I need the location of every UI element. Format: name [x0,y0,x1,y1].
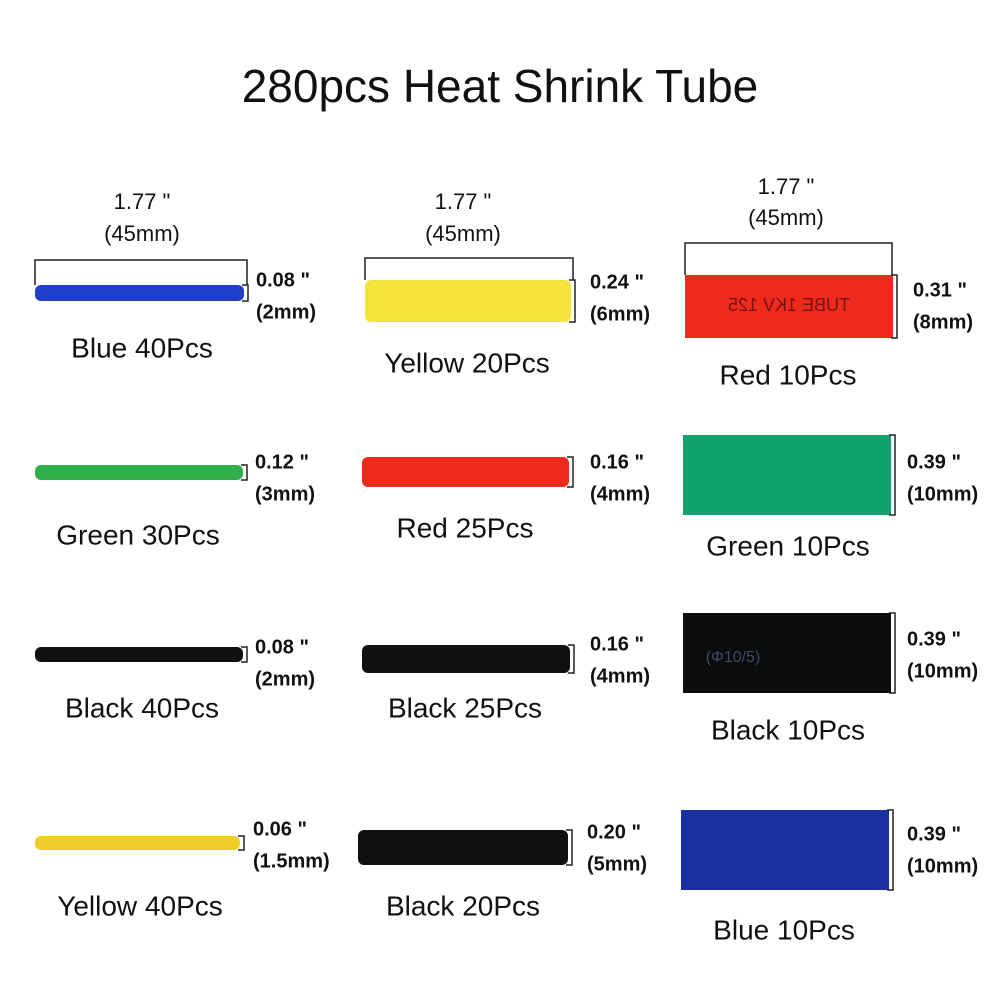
diameter-mm: (6mm) [590,303,650,325]
tube [365,280,571,322]
length-mm: (45mm) [104,221,180,246]
diameter-inch: 0.39 " [907,628,961,650]
diameter-mm: (1.5mm) [253,850,330,872]
item-name: Black 10Pcs [711,714,865,745]
length-inch: 1.77 " [435,189,492,214]
item-name: Black 20Pcs [386,890,540,921]
diameter-bracket [241,646,248,663]
diameter-mm: (2mm) [256,301,316,323]
length-inch: 1.77 " [758,174,815,199]
tube-print-group: TUBE 1KV 125 [728,295,850,315]
diameter-bracket [566,829,573,866]
item-name: Blue 40Pcs [71,332,213,363]
diameter-bracket [887,809,894,891]
tube-print: (Φ10/5) [706,649,761,666]
diameter-mm: (8mm) [913,311,973,333]
diameter-bracket [889,434,896,516]
tube [358,830,568,865]
length-bracket [684,242,893,275]
diameter-inch: 0.16 " [590,451,644,473]
tube [683,613,891,693]
item-name: Red 25Pcs [397,512,534,543]
length-inch: 1.77 " [114,189,171,214]
diameter-mm: (4mm) [590,483,650,505]
diameter-bracket [569,279,576,323]
tube [35,647,243,662]
diameter-mm: (10mm) [907,855,978,877]
item-name: Yellow 40Pcs [57,890,223,921]
tube-print: TUBE 1KV 125 [728,295,850,315]
tube [362,645,570,673]
length-mm: (45mm) [425,221,501,246]
diameter-inch: 0.12 " [255,451,309,473]
diameter-bracket [241,464,248,481]
item-name: Blue 10Pcs [713,914,855,945]
tube [681,810,889,890]
diameter-inch: 0.20 " [587,821,641,843]
diameter-inch: 0.08 " [255,636,309,658]
diameter-bracket [889,612,896,694]
diameter-bracket [568,644,575,674]
diameter-mm: (10mm) [907,660,978,682]
diameter-inch: 0.08 " [256,269,310,291]
item-name: Black 25Pcs [388,692,542,723]
diameter-inch: 0.39 " [907,823,961,845]
length-bracket [364,257,574,280]
diameter-inch: 0.16 " [590,633,644,655]
diameter-mm: (4mm) [590,665,650,687]
tube [35,465,243,480]
diameter-mm: (5mm) [587,853,647,875]
item-name: Yellow 20Pcs [384,347,550,378]
diameter-inch: 0.24 " [590,271,644,293]
title: 280pcs Heat Shrink Tube [242,60,759,112]
diameter-mm: (10mm) [907,483,978,505]
tube [362,457,569,487]
diameter-bracket [242,284,249,302]
tube [35,836,240,850]
diameter-mm: (3mm) [255,483,315,505]
item-name: Black 40Pcs [65,692,219,723]
diameter-bracket [567,456,574,488]
item-name: Red 10Pcs [720,359,857,390]
diameter-bracket [891,274,898,339]
length-bracket [34,259,248,285]
diameter-bracket [238,835,245,851]
diameter-inch: 0.06 " [253,818,307,840]
tube [683,435,891,515]
tube [685,275,893,338]
diameter-inch: 0.31 " [913,279,967,301]
diameter-mm: (2mm) [255,668,315,690]
tube [35,285,244,301]
item-name: Green 10Pcs [706,530,869,561]
item-name: Green 30Pcs [56,519,219,550]
length-mm: (45mm) [748,205,824,230]
diameter-inch: 0.39 " [907,451,961,473]
